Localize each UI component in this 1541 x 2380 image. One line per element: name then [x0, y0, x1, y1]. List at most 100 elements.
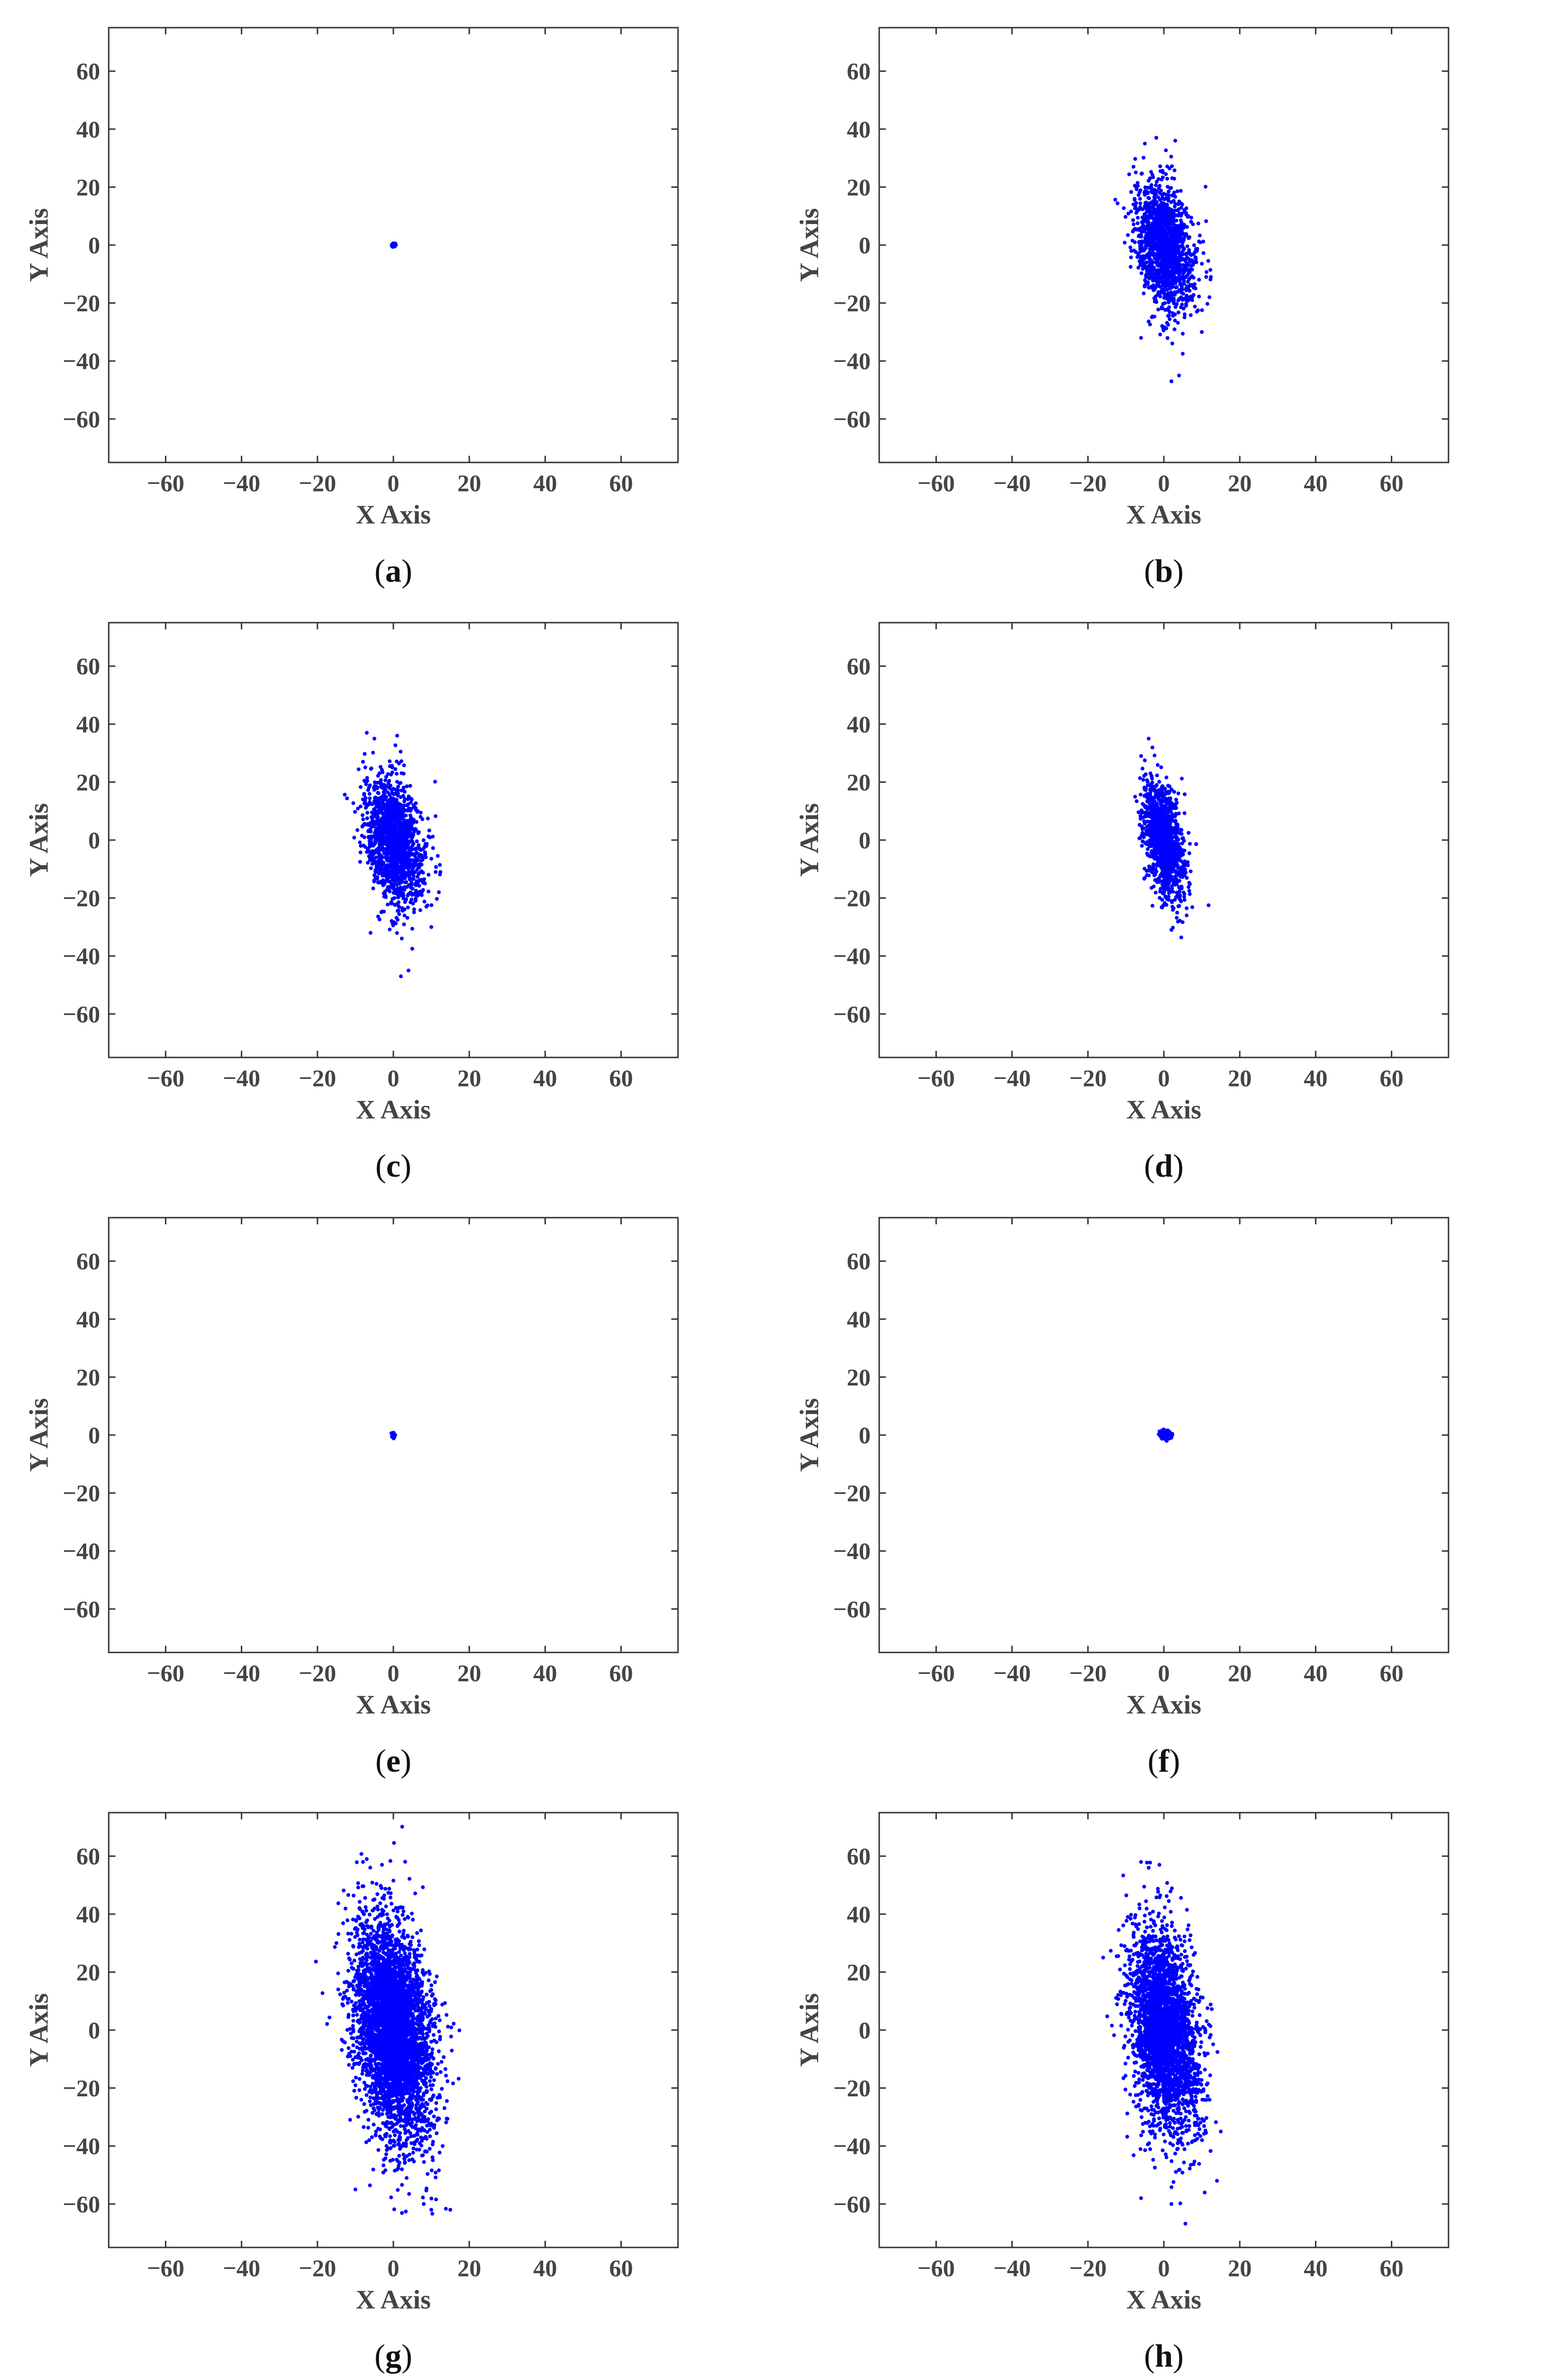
scatter-point: [386, 874, 390, 878]
scatter-point: [1186, 215, 1190, 219]
scatter-point: [1155, 214, 1159, 218]
scatter-point: [381, 873, 385, 878]
scatter-point: [1166, 307, 1170, 311]
scatter-point: [370, 862, 374, 866]
scatter-point: [395, 931, 399, 935]
scatter-point: [1164, 775, 1169, 780]
scatter-point: [1164, 148, 1168, 153]
scatter-point: [1176, 298, 1181, 303]
scatter-point: [1167, 784, 1171, 789]
scatter-point: [1177, 811, 1181, 816]
scatter-point: [1130, 229, 1135, 234]
scatter-point: [391, 797, 396, 801]
scatter-point: [391, 792, 396, 796]
scatter-point: [1181, 238, 1186, 242]
scatter-point: [1154, 193, 1158, 197]
x-tick-label: −40: [223, 470, 260, 496]
scatter-point: [1173, 268, 1177, 272]
scatter-point: [396, 791, 400, 795]
scatter-point: [392, 818, 396, 822]
scatter-point: [1178, 238, 1182, 242]
scatter-point: [377, 808, 381, 812]
scatter-point: [408, 820, 412, 824]
scatter-point: [1173, 834, 1178, 839]
scatter-point: [405, 808, 409, 812]
scatter-point: [372, 873, 377, 877]
scatter-point: [390, 867, 394, 871]
x-tick-label: −40: [223, 2255, 260, 2281]
scatter-point: [1158, 332, 1162, 337]
scatter-point: [438, 863, 442, 867]
scatter-point: [1147, 806, 1151, 810]
scatter-point: [1176, 310, 1181, 315]
scatter-point: [379, 795, 383, 800]
scatter-point: [1188, 297, 1192, 301]
scatter-point: [1159, 825, 1163, 829]
scatter-point: [417, 846, 421, 850]
scatter-point: [372, 842, 376, 847]
scatter-point: [1161, 170, 1165, 174]
scatter-point: [1184, 295, 1189, 299]
scatter-point: [1186, 263, 1191, 267]
scatter-point: [1138, 823, 1142, 827]
scatter-point: [395, 909, 400, 913]
scatter-point: [361, 817, 365, 821]
scatter-point: [1140, 271, 1143, 276]
scatter-point: [1150, 787, 1154, 791]
scatter-point: [1162, 901, 1167, 905]
scatter-point: [1156, 308, 1161, 312]
scatter-point: [1180, 848, 1184, 852]
scatter-point: [1168, 256, 1172, 260]
scatter-point: [412, 907, 416, 912]
scatter-point: [1161, 1430, 1165, 1435]
scatter-point: [402, 803, 407, 808]
scatter-point: [1169, 154, 1173, 159]
panel-caption: (b): [1144, 553, 1183, 589]
scatter-point: [1140, 267, 1145, 271]
scatter-point: [415, 810, 419, 814]
scatter-point: [345, 796, 349, 800]
scatter-point: [372, 788, 377, 792]
scatter-point: [1173, 860, 1178, 864]
scatter-point: [1192, 293, 1196, 297]
scatter-point: [1166, 862, 1170, 867]
scatter-point: [1138, 250, 1142, 254]
scatter-point: [395, 832, 399, 837]
scatter-point: [400, 880, 404, 884]
scatter-point: [1157, 234, 1161, 238]
scatter-point: [1151, 314, 1155, 318]
scatter-point: [1150, 229, 1154, 233]
scatter-point: [388, 927, 392, 932]
scatter-point: [411, 902, 415, 906]
scatter-point: [367, 828, 371, 832]
scatter-point: [393, 857, 398, 862]
scatter-point: [394, 804, 398, 808]
scatter-point: [385, 836, 389, 840]
scatter-point: [1159, 188, 1163, 193]
scatter-point: [393, 862, 397, 867]
scatter-point: [1175, 916, 1179, 920]
scatter-point: [358, 840, 362, 844]
x-tick-label: 60: [609, 470, 633, 496]
scatter-point: [370, 858, 374, 862]
scatter-point: [372, 879, 376, 883]
scatter-point: [1179, 222, 1183, 226]
scatter-point: [1128, 245, 1132, 249]
scatter-point: [1147, 234, 1151, 238]
scatter-point: [1151, 804, 1155, 809]
y-tick-label: −60: [63, 406, 101, 432]
y-tick-label: 60: [76, 58, 100, 84]
scatter-point: [1137, 193, 1140, 197]
scatter-point: [1166, 845, 1170, 849]
scatter-point: [1163, 866, 1167, 870]
scatter-point: [409, 823, 413, 828]
scatter-point: [358, 860, 362, 864]
scatter-point: [365, 816, 369, 821]
y-tick-label: 40: [76, 1901, 100, 1928]
y-tick-label: −60: [63, 1001, 101, 1027]
scatter-point: [1152, 256, 1157, 260]
scatter-point: [383, 788, 388, 792]
x-tick-label: −60: [917, 1660, 955, 1686]
scatter-point: [393, 743, 398, 748]
